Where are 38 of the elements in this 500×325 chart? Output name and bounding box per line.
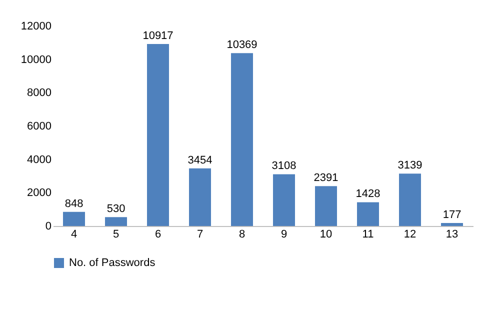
data-label: 10917	[142, 30, 174, 42]
bar	[147, 44, 169, 226]
y-tick-label: 2000	[27, 187, 52, 200]
data-label: 530	[106, 203, 126, 216]
bar	[189, 168, 211, 226]
bar	[273, 174, 295, 226]
x-tick-label: 11	[362, 228, 374, 240]
data-label: 3139	[398, 160, 422, 172]
y-tick-label: 12000	[20, 20, 52, 32]
data-label: 3108	[272, 160, 296, 172]
data-label: 3454	[188, 154, 212, 166]
bar	[441, 223, 463, 226]
y-tick-label: 10000	[20, 54, 52, 66]
x-tick-label: 13	[446, 228, 458, 240]
bar	[105, 217, 127, 226]
y-tick-label: 8000	[27, 87, 52, 100]
x-tick-label: 4	[70, 228, 78, 240]
y-tick-label: 0	[45, 220, 52, 232]
x-tick-label: 12	[404, 228, 416, 240]
x-tick-label: 7	[196, 228, 204, 240]
x-tick-label: 6	[154, 228, 162, 240]
data-label: 2391	[314, 172, 338, 184]
data-label: 1428	[356, 188, 380, 200]
data-label: 177	[442, 209, 462, 222]
bar	[315, 186, 337, 226]
bar	[399, 174, 421, 226]
data-label: 10369	[226, 39, 258, 52]
bar	[231, 53, 253, 226]
y-tick-label: 4000	[27, 154, 52, 166]
y-tick-label: 6000	[27, 120, 52, 132]
x-tick-label: 9	[280, 228, 288, 240]
x-tick-label: 10	[320, 228, 332, 240]
bar	[63, 212, 85, 226]
x-tick-label: 5	[112, 228, 120, 240]
legend-label: No. of Passwords	[69, 257, 156, 269]
x-tick-label: 8	[238, 228, 246, 240]
data-label: 848	[64, 198, 84, 210]
bar	[357, 202, 379, 226]
